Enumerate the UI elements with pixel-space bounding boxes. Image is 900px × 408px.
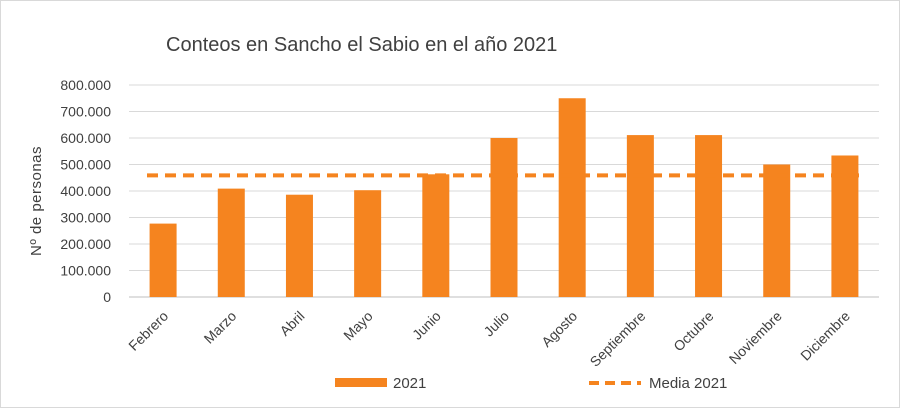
y-axis-ticks: 0 100.000 200.000 300.000 400.000 500.000 600.… [60,77,111,305]
chart-title: Conteos en Sancho el Sabio en el año 202… [166,34,557,56]
x-tick-label: Julio [480,308,512,340]
x-tick-label: Febrero [125,308,171,354]
y-tick-label: 300.000 [60,210,111,226]
bar [354,190,382,297]
bar [831,155,859,297]
bar [695,135,723,297]
x-tick-label: Agosto [538,308,580,350]
y-tick-label: 700.000 [60,104,111,120]
x-tick-label: Junio [409,308,444,343]
x-axis-ticks: Febrero Marzo Abril Mayo Junio Julio Agosto Sep… [125,308,853,370]
y-tick-label: 200.000 [60,236,111,252]
legend: 2021 Media 2021 [335,375,727,392]
bar [558,98,586,297]
legend-bar-swatch [335,378,387,387]
x-tick-label: Noviembre [726,308,785,367]
y-tick-label: 0 [103,289,111,305]
bar [217,188,245,297]
legend-bar-label: 2021 [393,375,426,392]
x-tick-label: Diciembre [797,308,853,364]
y-tick-label: 400.000 [60,183,111,199]
x-tick-label: Abril [276,308,307,339]
bar [626,135,654,297]
x-tick-label: Octubre [670,308,717,355]
y-tick-label: 800.000 [60,77,111,93]
x-tick-label: Septiembre [587,308,649,370]
bar [763,164,791,297]
legend-line-label: Media 2021 [649,375,727,392]
bar [490,138,518,297]
bars [149,98,859,297]
y-axis-label: Nº de personas [28,146,45,256]
y-tick-label: 500.000 [60,157,111,173]
x-tick-label: Mayo [340,308,376,344]
y-tick-label: 600.000 [60,130,111,146]
y-tick-label: 100.000 [60,263,111,279]
x-tick-label: Marzo [201,308,240,347]
bar [422,174,450,297]
bar [149,223,177,297]
bar [285,194,313,297]
